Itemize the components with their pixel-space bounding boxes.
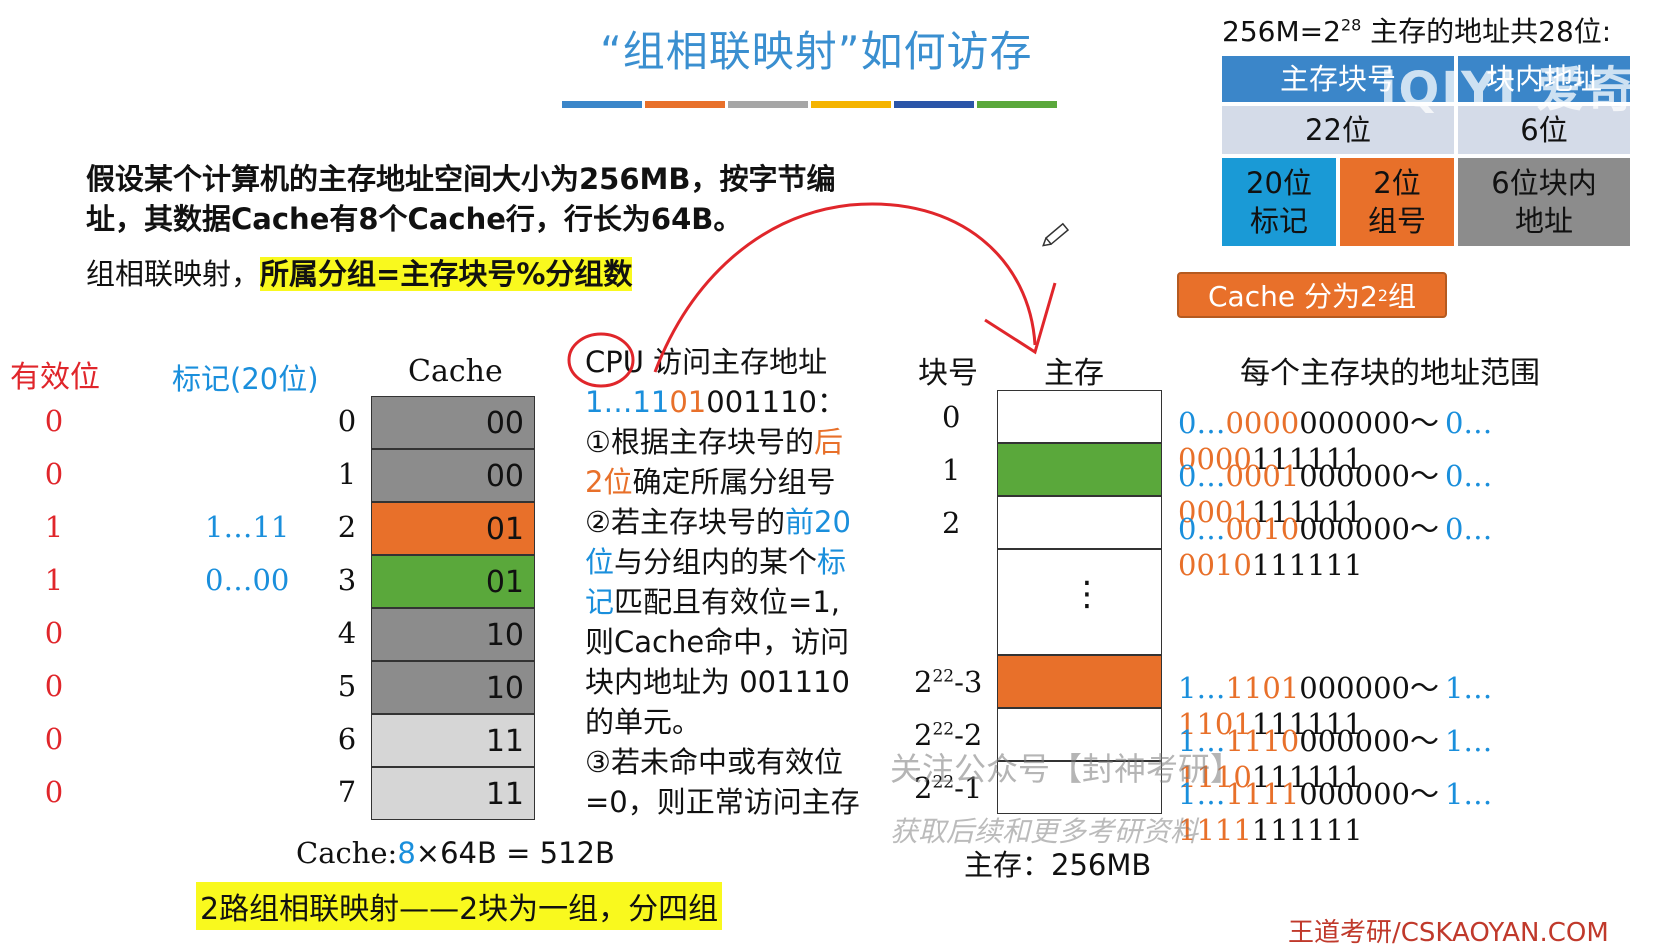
cache-line-index: 1	[337, 457, 357, 491]
address-range: 0…0001000000～ 0…0001111111	[1178, 459, 1493, 529]
offset-bits-cell: 6位	[1456, 104, 1632, 156]
step-2-line-2: 位与分组内的某个标	[585, 545, 847, 579]
title-color-bar	[645, 101, 725, 108]
cache-line: 10	[371, 608, 535, 661]
block-offset-header: 块内地址	[1456, 54, 1632, 104]
step-2-line-5: 块内地址为 001110	[585, 665, 850, 699]
title-color-bar	[977, 101, 1057, 108]
block-number-col-header: 块号	[918, 356, 978, 391]
valid-bit: 1	[44, 510, 64, 544]
cache-line-index: 7	[337, 775, 357, 809]
step-2-line-3: 记匹配且有效位=1,	[585, 585, 840, 619]
memory-block	[997, 655, 1162, 708]
step-3-line-2: =0，则正常访问主存	[585, 785, 860, 819]
memory-block-number: 1	[942, 453, 961, 487]
cache-header: Cache	[408, 354, 503, 389]
valid-bit: 0	[44, 404, 64, 438]
block-number-header: 主存块号	[1220, 54, 1456, 104]
pen-cursor-icon	[1042, 222, 1070, 247]
cache-line: 01	[371, 502, 535, 555]
cache-line-index: 5	[337, 669, 357, 703]
main-memory-header: 主存	[1044, 356, 1104, 391]
address-range: 0…0010000000～ 0…0010111111	[1178, 512, 1493, 582]
valid-bit: 0	[44, 669, 64, 703]
cache-groups-label: Cache 分为2 2 组	[1177, 272, 1447, 318]
memory-block	[997, 496, 1162, 549]
tag-bits-cell: 20位标记	[1220, 156, 1338, 248]
address-bits-header: 256M=228 主存的地址共28位:	[1222, 15, 1612, 48]
address-range-header: 每个主存块的地址范围	[1240, 356, 1540, 391]
step-2-line-6: 的单元。	[585, 705, 702, 739]
cache-line-index: 4	[337, 616, 357, 650]
access-address: 1…1101001110：	[585, 385, 846, 419]
memory-block	[997, 390, 1162, 443]
iqiyi-logo: iQIYI 爱奇艺	[1380, 62, 1670, 118]
intro-line-1: 假设某个计算机的主存地址空间大小为256MB，按字节编	[86, 162, 836, 196]
block-bits-cell: 22位	[1220, 104, 1456, 156]
cache-line: 00	[371, 449, 535, 502]
step-1-line-2: 2位确定所属分组号	[585, 465, 836, 499]
step-2-line-4: 则Cache命中，访问	[585, 625, 850, 659]
watermark-line-2: 获取后续和更多考研资料	[890, 815, 1199, 848]
valid-bit: 1	[44, 563, 64, 597]
cache-line: 11	[371, 767, 535, 820]
address-range: 1…1101000000～ 1…1101111111	[1178, 671, 1493, 741]
memory-block	[997, 708, 1162, 761]
memory-block-number: 222-2	[914, 718, 983, 752]
cache-size: Cache:8×64B = 512B	[296, 836, 615, 870]
address-range: 1…1110000000～ 1…1110111111	[1178, 724, 1493, 794]
memory-block-number: 0	[942, 400, 961, 434]
cache-tag: 1…11	[205, 510, 290, 544]
memory-block	[997, 443, 1162, 496]
cache-line-index: 3	[337, 563, 357, 597]
memory-block	[997, 761, 1162, 814]
valid-bit: 0	[44, 722, 64, 756]
address-range: 1…1111000000～ 1…1111111111	[1178, 777, 1493, 847]
brand-footer: 王道考研/CSKAOYAN.COM	[1288, 918, 1609, 948]
access-heading: CPU 访问主存地址	[585, 345, 828, 379]
page-title: “组相联映射”如何访存	[600, 27, 1033, 76]
valid-bit-header: 有效位	[10, 360, 100, 395]
cache-line: 00	[371, 396, 535, 449]
mapping-note: 2路组相联映射——2块为一组，分四组	[196, 882, 723, 930]
address-range: 0…0000000000～ 0…0000111111	[1178, 406, 1493, 476]
arrow-head	[984, 282, 1057, 355]
access-steps: CPU 访问主存地址 1…1101001110： ①根据主存块号的后 2位确定所…	[585, 342, 860, 822]
cache-line-index: 2	[337, 510, 357, 544]
memory-size: 主存：256MB	[964, 848, 1152, 882]
step-2-line-1: ②若主存块号的前20	[585, 505, 851, 539]
cache-line-index: 6	[337, 722, 357, 756]
memory-block-number: 222-1	[914, 771, 983, 805]
offset-detail-cell: 6位块内地址	[1456, 156, 1632, 248]
mapping-rule: 组相联映射，所属分组=主存块号%分组数	[86, 257, 633, 291]
valid-bit: 0	[44, 457, 64, 491]
step-1-line-1: ①根据主存块号的后	[585, 425, 844, 459]
cache-line: 01	[371, 555, 535, 608]
title-color-bar	[811, 101, 891, 108]
group-bits-cell: 2位组号	[1338, 156, 1456, 248]
cache-tag: 0…00	[205, 563, 290, 597]
memory-block-number: 222-3	[914, 665, 983, 699]
step-3-line-1: ③若未命中或有效位	[585, 745, 843, 779]
cache-line-index: 0	[337, 404, 357, 438]
valid-bit: 0	[44, 616, 64, 650]
memory-ellipsis: ⋮	[1070, 574, 1104, 614]
title-color-bar	[728, 101, 808, 108]
tag-header: 标记(20位)	[172, 362, 319, 396]
title-color-bar	[562, 101, 642, 108]
memory-block-number: 2	[942, 506, 961, 540]
title-color-bar	[894, 101, 974, 108]
intro-line-2: 址，其数据Cache有8个Cache行，行长为64B。	[86, 202, 743, 236]
valid-bit: 0	[44, 775, 64, 809]
cache-line: 11	[371, 714, 535, 767]
watermark-line-1: 关注公众号【封神考研】	[890, 750, 1243, 788]
memory-ellipsis-block	[997, 549, 1162, 655]
cache-line: 10	[371, 661, 535, 714]
